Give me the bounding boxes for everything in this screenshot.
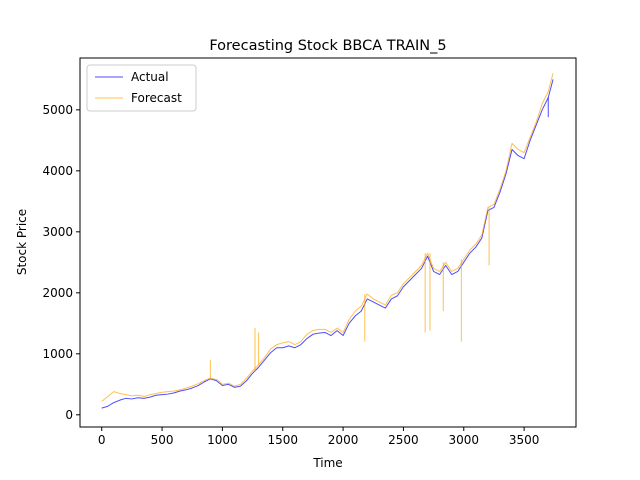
- x-axis-label: Time: [312, 456, 342, 470]
- x-tick-label: 1000: [207, 433, 238, 447]
- plot-area: [101, 73, 554, 409]
- x-tick-label: 0: [98, 433, 106, 447]
- y-axis: 0 1000 2000 3000 4000 5000: [42, 103, 80, 422]
- legend-label-actual: Actual: [131, 70, 169, 84]
- x-axis: 0 500 1000 1500 2000 2500 3000 3500: [98, 427, 539, 447]
- x-tick-label: 1500: [267, 433, 298, 447]
- x-tick-label: 3000: [448, 433, 479, 447]
- y-tick-label: 3000: [42, 225, 73, 239]
- y-tick-label: 2000: [42, 286, 73, 300]
- legend: Actual Forecast: [86, 64, 197, 112]
- y-tick-label: 4000: [42, 164, 73, 178]
- x-tick-label: 2500: [388, 433, 419, 447]
- y-axis-label: Stock Price: [15, 209, 29, 275]
- legend-label-forecast: Forecast: [131, 91, 182, 105]
- x-tick-label: 2000: [328, 433, 359, 447]
- chart-title: Forecasting Stock BBCA TRAIN_5: [209, 38, 446, 54]
- y-tick-label: 0: [65, 408, 73, 422]
- y-tick-label: 5000: [42, 103, 73, 117]
- y-tick-label: 1000: [42, 347, 73, 361]
- x-tick-label: 3500: [509, 433, 540, 447]
- x-tick-label: 500: [151, 433, 174, 447]
- series-line-forecast: [101, 73, 554, 402]
- plot-frame: [79, 57, 577, 428]
- series-line-actual: [101, 79, 554, 409]
